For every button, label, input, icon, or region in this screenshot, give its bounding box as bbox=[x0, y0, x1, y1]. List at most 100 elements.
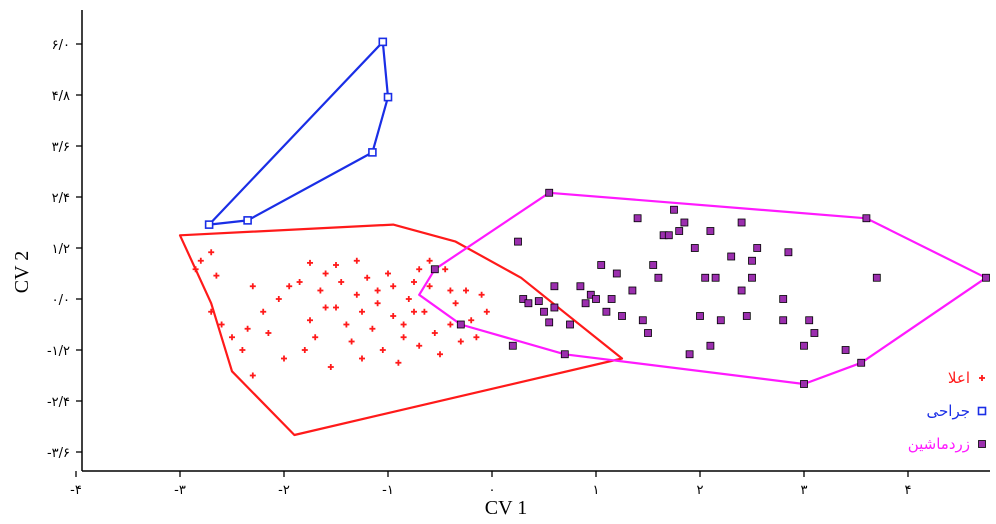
point-series-3 bbox=[566, 320, 574, 329]
point-series-3 bbox=[670, 205, 678, 214]
point-series-1 bbox=[213, 272, 220, 279]
legend-marker-2 bbox=[977, 406, 987, 416]
point-series-3 bbox=[685, 350, 694, 359]
point-series-3 bbox=[800, 341, 808, 350]
y-tick-label: -۳/۶ bbox=[47, 446, 70, 461]
y-axis-label: CV 2 bbox=[11, 251, 33, 293]
point-series-1 bbox=[208, 308, 215, 315]
point-series-3 bbox=[701, 273, 710, 282]
point-series-3 bbox=[742, 312, 751, 320]
group-points bbox=[192, 37, 990, 388]
axes bbox=[81, 10, 990, 472]
group-hulls bbox=[178, 40, 988, 437]
point-series-3 bbox=[508, 341, 517, 350]
point-series-3 bbox=[841, 346, 850, 354]
point-series-1 bbox=[447, 287, 454, 294]
point-series-1 bbox=[369, 325, 376, 332]
point-series-1 bbox=[447, 321, 454, 328]
legend-label-1: اعلا bbox=[948, 369, 970, 387]
point-series-1 bbox=[452, 300, 459, 307]
point-series-1 bbox=[359, 355, 365, 362]
point-series-3 bbox=[727, 252, 736, 261]
point-series-1 bbox=[463, 287, 469, 294]
y-tick-label: ۲/۴ bbox=[52, 191, 70, 206]
point-series-1 bbox=[374, 287, 381, 294]
point-series-3 bbox=[748, 256, 756, 265]
point-series-1 bbox=[218, 321, 225, 328]
legend: اعلا جراحی زردماشین bbox=[908, 369, 987, 453]
point-series-3 bbox=[597, 261, 606, 269]
x-tick-label: -۴ bbox=[70, 483, 82, 498]
point-series-3 bbox=[456, 320, 465, 329]
point-series-1 bbox=[192, 266, 199, 273]
point-series-1 bbox=[249, 283, 256, 290]
point-series-3 bbox=[550, 282, 559, 291]
point-series-3 bbox=[737, 286, 746, 295]
point-series-1 bbox=[333, 304, 339, 311]
point-series-1 bbox=[327, 364, 334, 370]
point-series-3 bbox=[519, 295, 528, 303]
point-series-1 bbox=[437, 351, 443, 358]
y-tick-label: ۳/۶ bbox=[52, 140, 70, 155]
point-series-1 bbox=[416, 266, 423, 273]
point-series-1 bbox=[473, 334, 480, 341]
point-series-3 bbox=[545, 318, 554, 327]
point-series-1 bbox=[265, 330, 272, 336]
point-series-3 bbox=[628, 286, 637, 295]
x-tick-label: -۲ bbox=[278, 483, 290, 498]
x-ticks: -۴ -۳ -۲ -۱ ۰ ۱ ۲ ۳ ۴ bbox=[70, 471, 912, 498]
point-series-1 bbox=[426, 283, 433, 290]
point-series-1 bbox=[353, 257, 360, 264]
point-series-3 bbox=[862, 214, 871, 223]
point-series-1 bbox=[421, 308, 428, 315]
point-series-1 bbox=[197, 257, 204, 264]
point-series-3 bbox=[430, 265, 439, 274]
point-series-3 bbox=[779, 295, 788, 303]
legend-label-2: جراحی bbox=[927, 402, 971, 420]
point-series-3 bbox=[675, 227, 684, 235]
legend-marker-3 bbox=[978, 440, 986, 448]
point-series-3 bbox=[696, 312, 704, 320]
point-series-3 bbox=[706, 341, 715, 350]
point-series-3 bbox=[524, 299, 533, 308]
point-series-1 bbox=[260, 308, 267, 315]
point-series-3 bbox=[576, 282, 585, 291]
point-series-3 bbox=[748, 273, 756, 282]
y-tick-label: ۶/۰ bbox=[52, 38, 70, 53]
x-tick-label: ۰ bbox=[489, 483, 496, 498]
point-series-3 bbox=[872, 273, 881, 282]
point-series-1 bbox=[395, 359, 402, 366]
point-series-2 bbox=[204, 220, 214, 229]
point-series-1 bbox=[296, 279, 303, 285]
point-series-3 bbox=[612, 269, 621, 278]
point-series-1 bbox=[307, 317, 313, 324]
x-tick-label: ۲ bbox=[697, 483, 704, 498]
point-series-1 bbox=[385, 270, 391, 277]
x-tick-label: ۴ bbox=[905, 483, 912, 498]
point-series-2 bbox=[243, 216, 252, 225]
x-tick-label: -۳ bbox=[174, 483, 186, 498]
point-series-3 bbox=[716, 316, 725, 325]
point-series-1 bbox=[281, 355, 287, 362]
point-series-1 bbox=[411, 308, 417, 315]
legend-label-3: زردماشین bbox=[908, 435, 970, 453]
point-series-3 bbox=[784, 248, 793, 257]
point-series-1 bbox=[483, 308, 490, 315]
y-ticks: ۶/۰ ۴/۸ ۳/۶ ۲/۴ ۱/۲ ۰/۰ -۱/۲ -۲/۴ -۳/۶ bbox=[47, 38, 82, 461]
point-series-1 bbox=[374, 300, 381, 307]
point-series-1 bbox=[390, 283, 397, 290]
x-tick-label: ۳ bbox=[801, 483, 808, 498]
point-series-1 bbox=[478, 291, 485, 298]
point-series-2 bbox=[383, 92, 393, 102]
point-series-1 bbox=[208, 249, 215, 256]
point-series-1 bbox=[405, 296, 412, 302]
point-series-3 bbox=[607, 295, 616, 303]
point-series-1 bbox=[312, 334, 319, 341]
point-series-1 bbox=[390, 313, 397, 319]
point-series-3 bbox=[586, 290, 595, 299]
point-series-3 bbox=[560, 350, 569, 359]
y-tick-label: ۰/۰ bbox=[52, 293, 70, 308]
point-series-1 bbox=[322, 270, 329, 277]
point-series-3 bbox=[550, 303, 559, 312]
x-tick-label: ۱ bbox=[593, 483, 600, 498]
